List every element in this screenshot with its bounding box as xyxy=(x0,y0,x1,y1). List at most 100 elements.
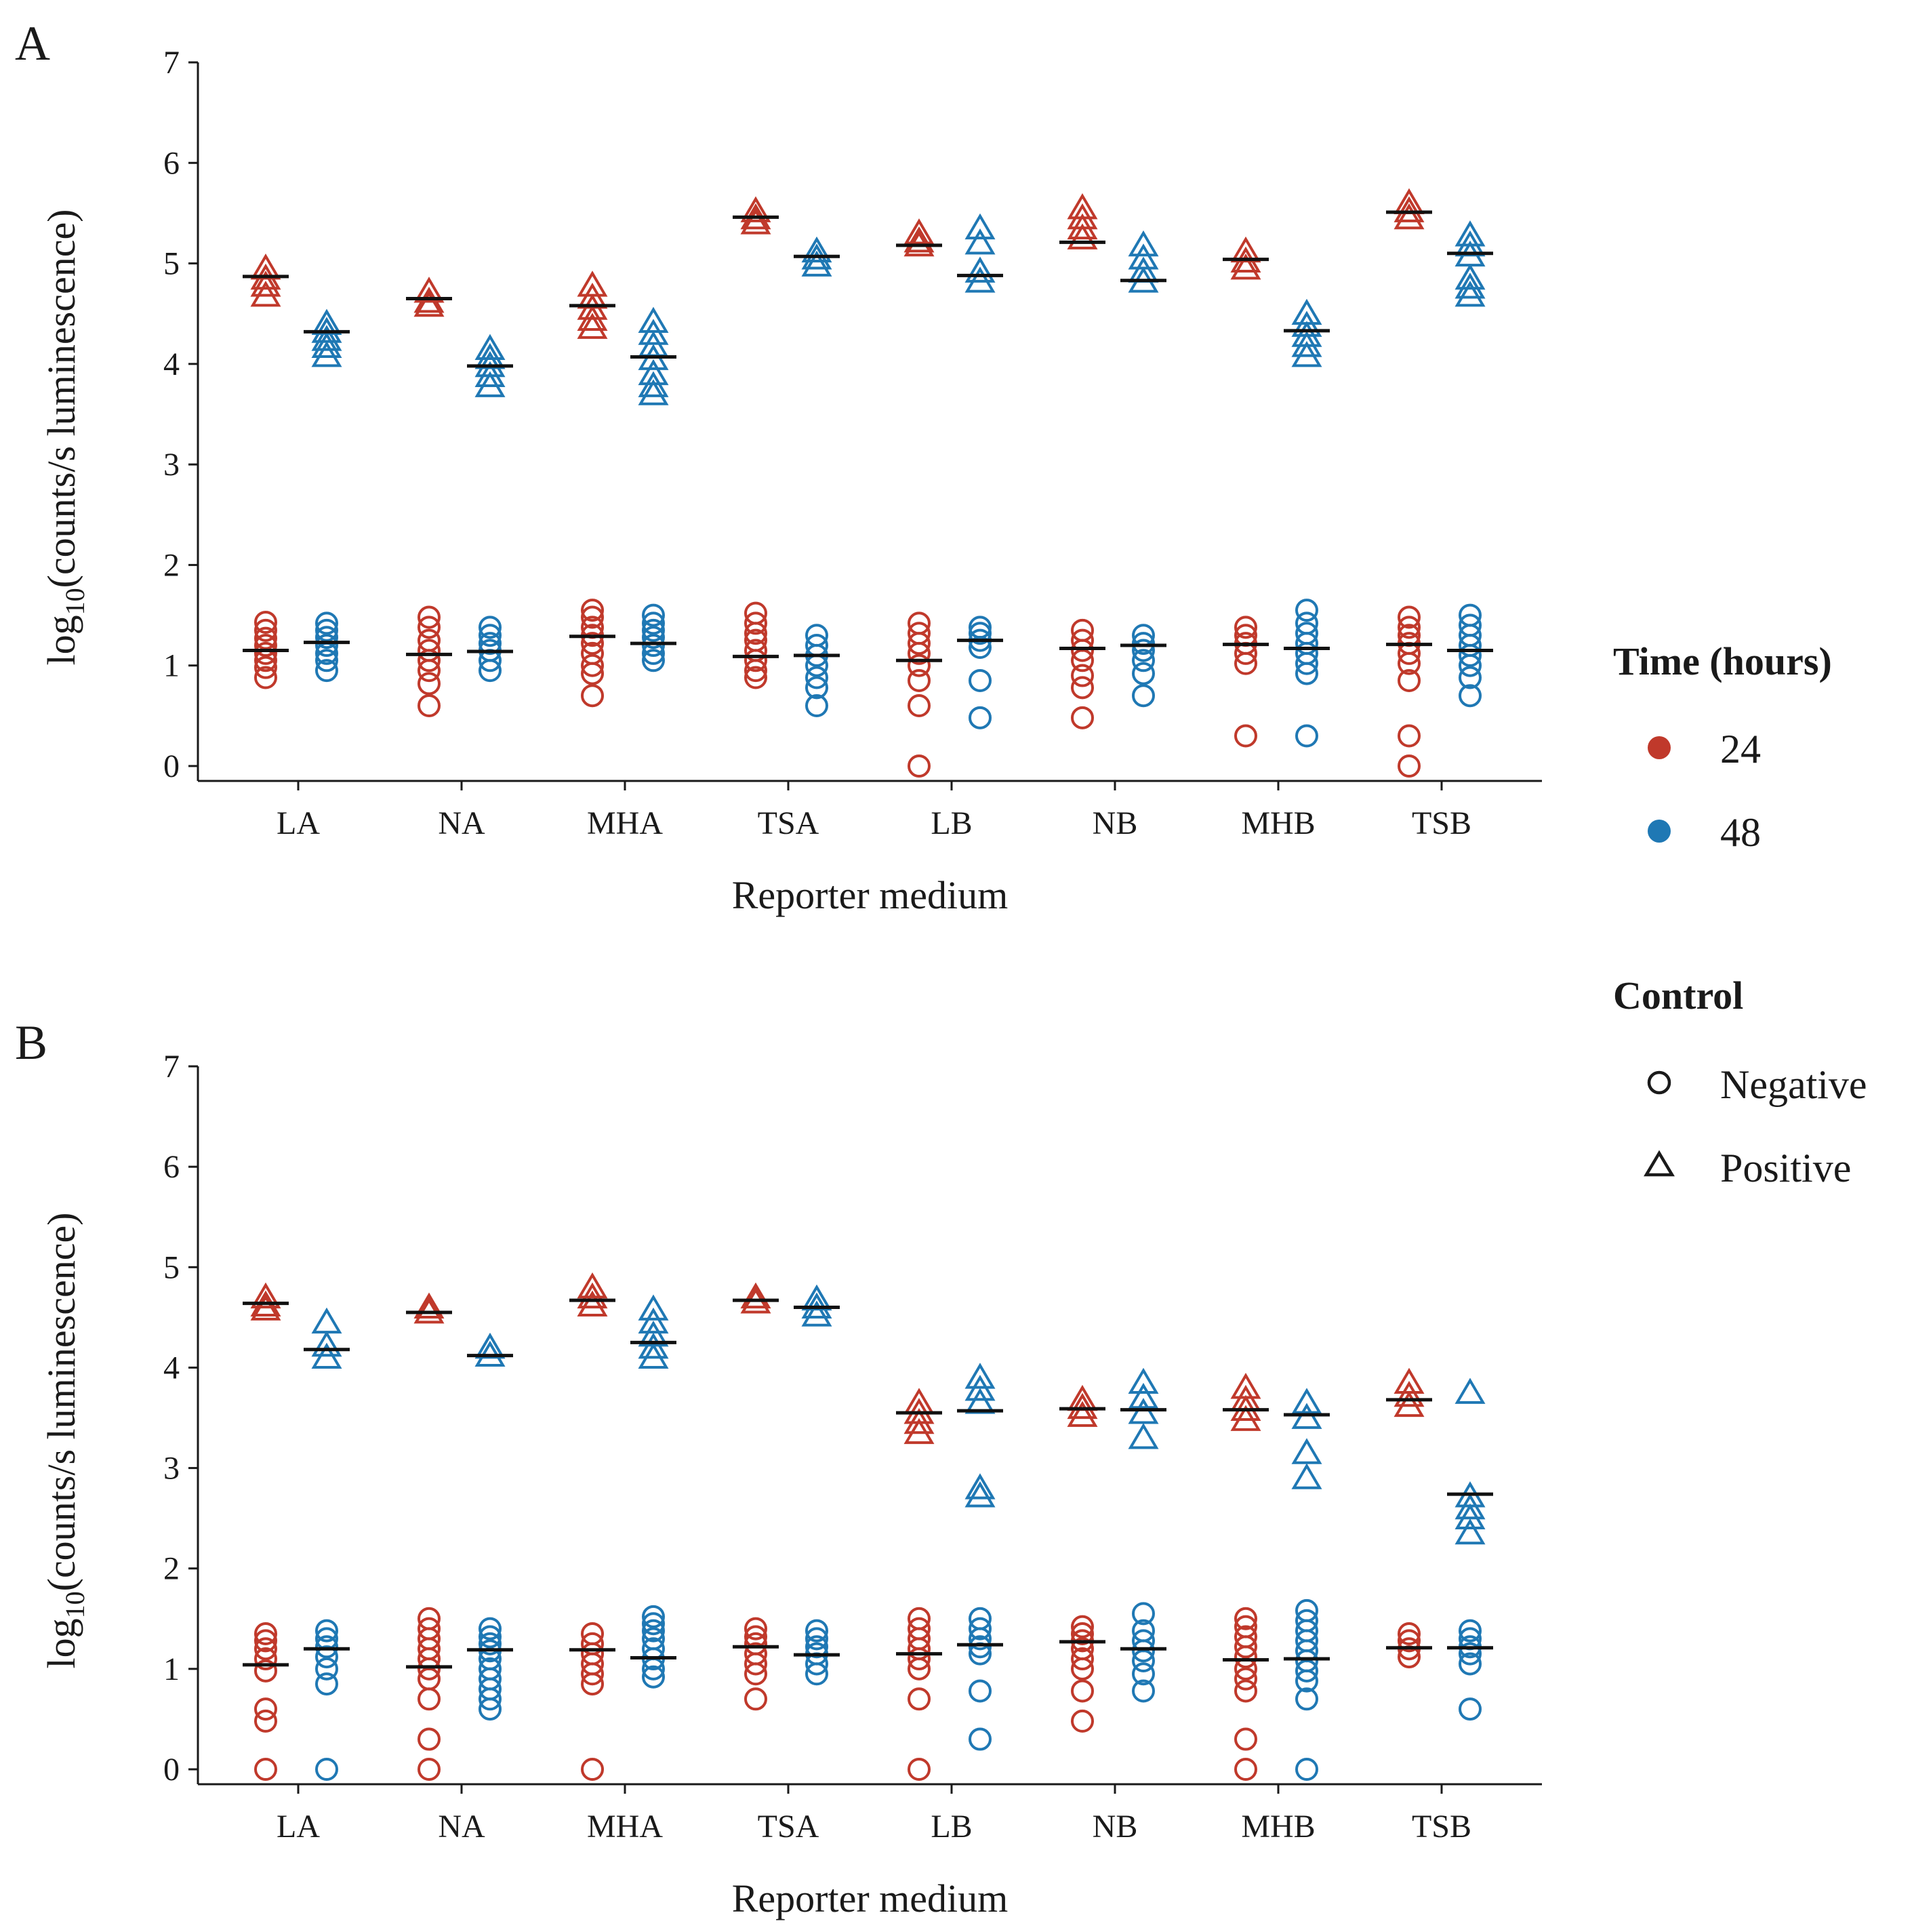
negative-point xyxy=(254,618,277,642)
negative-point xyxy=(254,1629,277,1653)
negative-point xyxy=(581,1672,604,1696)
positive-point xyxy=(1291,1403,1322,1429)
negative-point xyxy=(479,1625,502,1649)
negative-point xyxy=(1459,1652,1482,1676)
positive-point xyxy=(964,1388,996,1414)
positive-point xyxy=(577,1290,608,1316)
negative-point xyxy=(479,1632,502,1655)
negative-point xyxy=(1071,706,1094,729)
negative-point xyxy=(1459,1642,1482,1666)
negative-point xyxy=(1295,599,1318,622)
legend-circle-icon xyxy=(1647,1070,1671,1095)
negative-point xyxy=(805,1662,828,1686)
negative-point xyxy=(1295,1687,1318,1711)
positive-point xyxy=(801,1284,832,1311)
negative-point xyxy=(254,656,277,679)
panel-letter: A xyxy=(15,16,50,71)
x-tick-label: LA xyxy=(277,1809,320,1845)
positive-point xyxy=(1455,1503,1486,1530)
positive-point xyxy=(577,304,608,331)
negative-point xyxy=(969,1617,992,1641)
positive-point xyxy=(1128,1423,1159,1449)
x-tick-label: NB xyxy=(1093,1809,1138,1845)
negative-point xyxy=(315,1758,338,1781)
negative-point xyxy=(479,616,502,639)
positive-point xyxy=(638,319,669,345)
y-tick-label: 5 xyxy=(163,1249,180,1285)
negative-point xyxy=(1295,1669,1318,1693)
negative-point xyxy=(969,1627,992,1651)
negative-point xyxy=(1234,1645,1257,1669)
negative-point xyxy=(1132,1662,1155,1686)
x-tick-label: MHB xyxy=(1241,805,1315,841)
x-tick-label: TSA xyxy=(758,1809,819,1845)
negative-point xyxy=(805,1635,828,1659)
negative-point xyxy=(1398,651,1421,675)
panel-b: B 0 1 2 3 4 5 6 7 LA NA MHA TSA LB NB MHB TSB Reporter me… xyxy=(15,1015,1542,1920)
negative-point xyxy=(969,636,992,660)
positive-point xyxy=(1067,223,1098,249)
legend-time-24-label: 24 xyxy=(1720,727,1761,771)
negative-point xyxy=(1234,616,1257,639)
positive-point xyxy=(801,236,832,263)
negative-point xyxy=(1132,649,1155,672)
negative-point xyxy=(969,622,992,645)
negative-point xyxy=(418,1657,441,1681)
legend-positive-label: Positive xyxy=(1720,1146,1851,1190)
negative-point xyxy=(1071,1679,1094,1703)
positive-point xyxy=(250,281,281,307)
positive-point xyxy=(1455,1518,1486,1545)
negative-point xyxy=(908,653,931,677)
positive-point xyxy=(1291,1438,1322,1464)
positive-point xyxy=(250,1294,281,1321)
negative-point xyxy=(1234,651,1257,675)
positive-point xyxy=(740,208,771,235)
negative-point xyxy=(479,632,502,656)
positive-point xyxy=(1067,1401,1098,1427)
negative-point xyxy=(315,1635,338,1659)
x-tick-label: LB xyxy=(931,1809,972,1845)
positive-point xyxy=(903,1417,935,1445)
negative-point xyxy=(1459,1697,1482,1721)
negative-point xyxy=(254,1622,277,1646)
negative-point xyxy=(315,1672,338,1696)
positive-point xyxy=(964,213,996,240)
negative-point xyxy=(744,659,767,683)
negative-point xyxy=(642,618,665,642)
positive-point xyxy=(474,343,506,369)
negative-point xyxy=(1398,1622,1421,1646)
positive-point xyxy=(1291,331,1322,357)
negative-point xyxy=(969,1679,992,1703)
negative-point xyxy=(1132,1679,1155,1703)
positive-point xyxy=(474,361,506,388)
negative-point xyxy=(744,1687,767,1711)
positive-point xyxy=(1455,281,1486,307)
negative-point xyxy=(315,611,338,635)
positive-point xyxy=(1230,254,1261,280)
negative-point xyxy=(1295,651,1318,675)
negative-point xyxy=(744,649,767,672)
negative-point xyxy=(642,649,665,672)
negative-point xyxy=(581,632,604,656)
positive-point xyxy=(964,1481,996,1508)
y-tick-label: 1 xyxy=(163,648,180,684)
negative-point xyxy=(254,1659,277,1683)
x-tick-label: NA xyxy=(438,805,485,841)
positive-point xyxy=(801,1300,832,1327)
negative-point xyxy=(1132,1602,1155,1626)
x-tick-label: LA xyxy=(277,805,320,841)
negative-point xyxy=(744,1662,767,1686)
negative-point xyxy=(479,1617,502,1641)
x-tick-label: TSB xyxy=(1412,1809,1471,1845)
x-axis-title: Reporter medium xyxy=(732,873,1009,917)
positive-point xyxy=(474,1332,506,1359)
negative-point xyxy=(805,676,828,700)
negative-point xyxy=(315,626,338,649)
positive-point xyxy=(1394,1380,1425,1407)
negative-point xyxy=(1071,649,1094,672)
legend-time-48-swatch xyxy=(1648,820,1671,843)
negative-point xyxy=(315,618,338,642)
legend-control-title: Control xyxy=(1613,973,1743,1018)
x-tick-label: TSB xyxy=(1412,805,1471,841)
negative-point xyxy=(1132,662,1155,685)
